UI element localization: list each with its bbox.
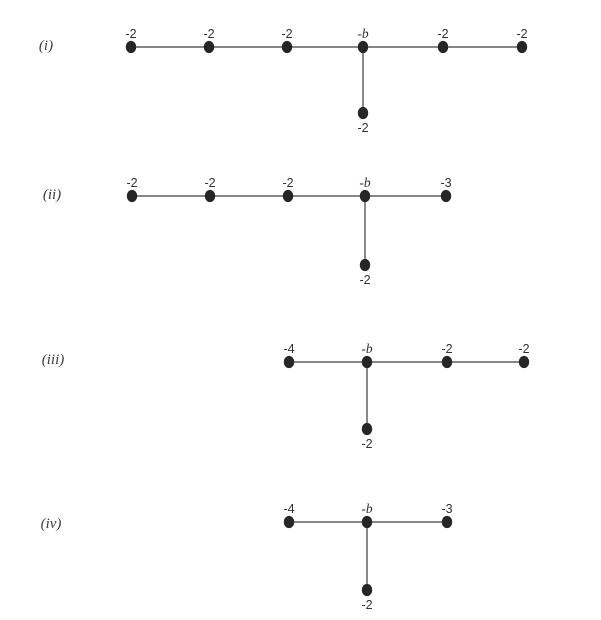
graph-node (283, 515, 295, 529)
node-weight-label: -3 (441, 502, 452, 516)
graph-pendant-node (361, 422, 373, 436)
diagram-roman-label-4: (iv) (41, 516, 62, 532)
pendant-weight-label: -2 (361, 437, 372, 451)
graph-pendant-node (361, 583, 373, 597)
graph-node (516, 40, 528, 54)
node-weight-label: -2 (281, 27, 292, 41)
graph-node (361, 515, 373, 529)
diagram-roman-label-3: (iii) (42, 352, 65, 368)
node-weight-label: -2 (125, 27, 136, 41)
node-weight-label: -2 (441, 342, 452, 356)
node-weight-label: -2 (518, 342, 529, 356)
graph-node (282, 189, 294, 203)
graph-node (359, 189, 371, 203)
graph-node (361, 355, 373, 369)
pendant-weight-label: -2 (361, 598, 372, 612)
node-weight-label-b: -b (361, 501, 372, 516)
graph-node (126, 189, 138, 203)
graph-node (518, 355, 530, 369)
node-weight-label: -3 (440, 176, 451, 190)
graph-node (437, 40, 449, 54)
graph-node (283, 355, 295, 369)
graph-node (440, 189, 452, 203)
node-weight-label: -2 (204, 176, 215, 190)
node-weight-label-b: -b (361, 341, 372, 356)
pendant-weight-label: -2 (359, 273, 370, 287)
node-weight-label: -2 (437, 27, 448, 41)
graph-pendant-node (357, 106, 369, 120)
node-weight-label: -2 (203, 27, 214, 41)
graph-node (441, 355, 453, 369)
node-weight-label: -2 (126, 176, 137, 190)
graph-node (125, 40, 137, 54)
graph-pendant-node (359, 258, 371, 272)
graph-node (204, 189, 216, 203)
graph-node (281, 40, 293, 54)
graph-node (441, 515, 453, 529)
graph-node (357, 40, 369, 54)
diagram-roman-label-1: (i) (39, 38, 53, 54)
node-weight-label-b: -b (357, 26, 368, 41)
graph-node (203, 40, 215, 54)
node-weight-label: -4 (283, 342, 294, 356)
node-weight-label-b: -b (359, 175, 370, 190)
pendant-weight-label: -2 (357, 121, 368, 135)
node-weight-label: -2 (282, 176, 293, 190)
diagram-roman-label-2: (ii) (43, 187, 61, 203)
node-weight-label: -4 (283, 502, 294, 516)
node-weight-label: -2 (516, 27, 527, 41)
